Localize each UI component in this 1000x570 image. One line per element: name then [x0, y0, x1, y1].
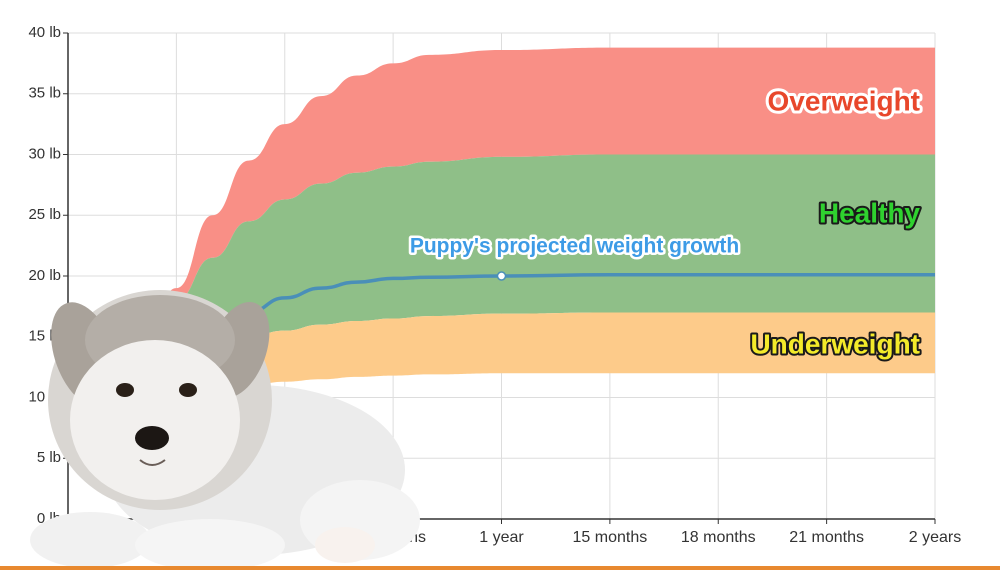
y-tick-label: 30 lb — [28, 145, 61, 162]
band-label: Underweight — [750, 328, 920, 359]
growth-line — [212, 273, 935, 332]
growth-marker — [496, 271, 507, 281]
band-label: Healthy — [819, 197, 921, 228]
y-tick-label: 20 lb — [28, 267, 61, 284]
y-tick-label: 35 lb — [28, 85, 61, 102]
x-tick-label: 18 months — [681, 529, 756, 546]
x-tick-label: 15 months — [573, 529, 648, 546]
x-tick-label: 1 year — [479, 529, 524, 546]
y-tick-label: 25 lb — [28, 206, 61, 223]
y-tick-label: 5 lb — [37, 449, 61, 466]
x-tick-label: 2 years — [909, 529, 961, 546]
x-tick-label: 21 months — [789, 529, 864, 546]
series-label: Puppy's projected weight growth — [410, 235, 739, 258]
puppy-photo — [0, 290, 1000, 570]
band-area — [140, 312, 935, 410]
band-area — [140, 154, 935, 374]
y-tick-label: 40 lb — [28, 24, 61, 41]
band-label: Overweight — [768, 85, 920, 116]
band-area — [140, 47, 935, 349]
